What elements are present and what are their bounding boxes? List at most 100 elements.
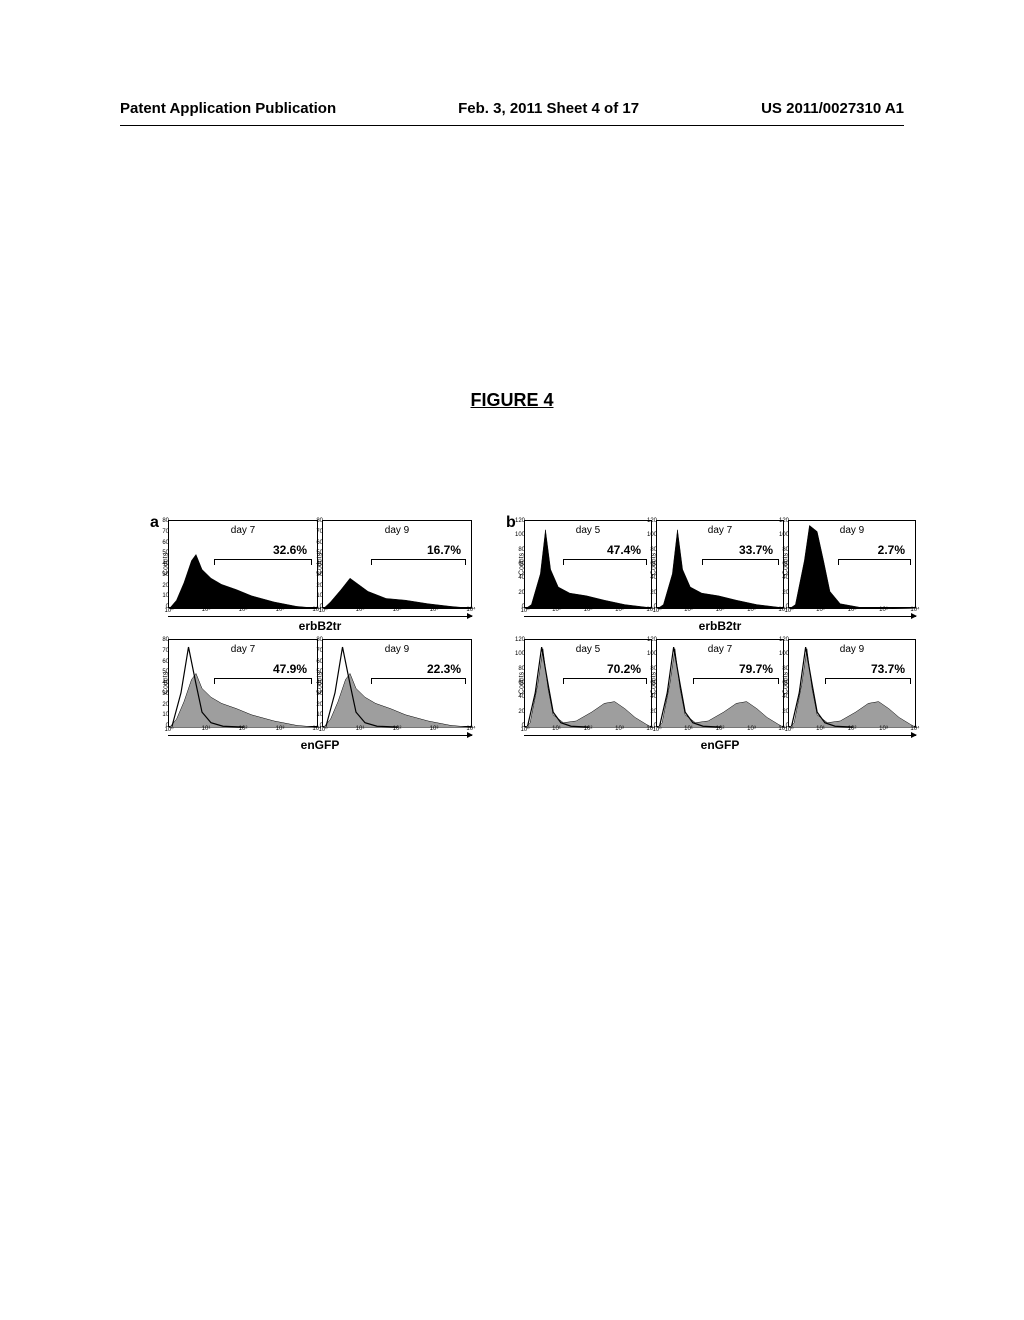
y-tick: 20 xyxy=(650,590,657,596)
header-right: US 2011/0027310 A1 xyxy=(761,100,904,117)
percent-label: 73.7% xyxy=(871,662,905,676)
x-tick: 10³ xyxy=(879,607,888,613)
y-ticks: 01020304050607080 xyxy=(315,640,323,726)
x-tick: 10³ xyxy=(276,726,285,732)
figure-area: aday 732.6%Counts0102030405060708010⁰10¹… xyxy=(150,520,964,752)
gate-bar xyxy=(214,678,312,683)
header-left: Patent Application Publication xyxy=(120,100,336,117)
gate-bar xyxy=(371,678,466,683)
percent-label: 79.7% xyxy=(739,662,773,676)
y-tick: 40 xyxy=(782,694,789,700)
y-ticks: 020406080100120 xyxy=(649,640,657,726)
gate-bar xyxy=(214,559,312,564)
x-tick: 10¹ xyxy=(684,607,693,613)
panel-row: day 747.9%Counts0102030405060708010⁰10¹1… xyxy=(150,639,472,727)
y-tick: 80 xyxy=(518,666,525,672)
y-tick: 60 xyxy=(518,680,525,686)
gate-bar xyxy=(693,678,779,683)
x-tick: 10² xyxy=(848,607,857,613)
y-tick: 50 xyxy=(316,669,323,675)
y-tick: 40 xyxy=(782,575,789,581)
x-tick: 10⁰ xyxy=(784,607,793,614)
y-tick: 100 xyxy=(779,651,789,657)
x-tick: 10² xyxy=(239,607,248,613)
y-ticks: 020406080100120 xyxy=(517,640,525,726)
gate-bar xyxy=(702,559,779,564)
x-tick: 10⁰ xyxy=(520,726,529,733)
histogram: day 570.2%Counts02040608010012010⁰10¹10²… xyxy=(524,639,652,727)
x-tick: 10² xyxy=(584,607,593,613)
y-tick: 40 xyxy=(518,694,525,700)
x-tick: 10² xyxy=(393,726,402,732)
x-tick: 10² xyxy=(848,726,857,732)
y-tick: 60 xyxy=(782,680,789,686)
y-tick: 10 xyxy=(316,712,323,718)
y-tick: 30 xyxy=(162,691,169,697)
page-header: Patent Application Publication Feb. 3, 2… xyxy=(0,100,1024,117)
histogram: day 973.7%Counts02040608010012010⁰10¹10²… xyxy=(788,639,916,727)
histogram: day 922.3%Counts0102030405060708010⁰10¹1… xyxy=(322,639,472,727)
x-tick: 10² xyxy=(393,607,402,613)
y-tick: 70 xyxy=(162,529,169,535)
x-tick: 10³ xyxy=(430,607,439,613)
x-tick: 10² xyxy=(716,726,725,732)
y-tick: 60 xyxy=(316,540,323,546)
x-tick: 10¹ xyxy=(552,726,561,732)
y-tick: 10 xyxy=(162,712,169,718)
y-tick: 80 xyxy=(518,547,525,553)
row-axis: erbB2tr xyxy=(168,616,472,633)
y-tick: 80 xyxy=(782,666,789,672)
row-axis-label: erbB2tr xyxy=(524,619,916,633)
gate-bar xyxy=(825,678,911,683)
y-tick: 40 xyxy=(650,694,657,700)
y-ticks: 01020304050607080 xyxy=(161,521,169,607)
histogram: day 547.4%Counts02040608010012010⁰10¹10²… xyxy=(524,520,652,608)
histogram: day 916.7%Counts0102030405060708010⁰10¹1… xyxy=(322,520,472,608)
x-tick: 10² xyxy=(239,726,248,732)
gate-bar xyxy=(563,559,646,564)
y-ticks: 01020304050607080 xyxy=(315,521,323,607)
row-axis-label: erbB2tr xyxy=(168,619,472,633)
y-tick: 20 xyxy=(162,702,169,708)
y-tick: 20 xyxy=(518,709,525,715)
day-label: day 9 xyxy=(840,644,864,655)
y-tick: 50 xyxy=(316,550,323,556)
row-axis-label: enGFP xyxy=(524,738,916,752)
y-tick: 80 xyxy=(162,637,169,643)
row-axis-arrow xyxy=(168,616,472,617)
y-tick: 100 xyxy=(515,651,525,657)
y-tick: 40 xyxy=(162,680,169,686)
row-axis: enGFP xyxy=(168,735,472,752)
x-tick: 10⁰ xyxy=(652,726,661,733)
x-tick: 10¹ xyxy=(356,726,365,732)
y-tick: 100 xyxy=(647,651,657,657)
y-tick: 120 xyxy=(647,637,657,643)
y-tick: 30 xyxy=(162,572,169,578)
y-ticks: 020406080100120 xyxy=(781,521,789,607)
row-axis-arrow xyxy=(524,616,916,617)
figure-title: FIGURE 4 xyxy=(0,390,1024,411)
panels-container: aday 732.6%Counts0102030405060708010⁰10¹… xyxy=(150,520,964,752)
x-tick: 10³ xyxy=(615,607,624,613)
panel-b: bday 547.4%Counts02040608010012010⁰10¹10… xyxy=(506,520,916,752)
x-tick: 10¹ xyxy=(202,607,211,613)
day-label: day 7 xyxy=(708,644,732,655)
row-axis-arrow xyxy=(524,735,916,736)
x-tick: 10¹ xyxy=(552,607,561,613)
y-tick: 100 xyxy=(779,532,789,538)
row-axis: erbB2tr xyxy=(524,616,916,633)
y-tick: 120 xyxy=(779,637,789,643)
day-label: day 9 xyxy=(385,525,409,536)
percent-label: 32.6% xyxy=(273,543,307,557)
y-tick: 80 xyxy=(650,547,657,553)
gate-bar xyxy=(371,559,466,564)
y-tick: 60 xyxy=(162,540,169,546)
x-tick: 10¹ xyxy=(202,726,211,732)
x-tick: 10³ xyxy=(747,607,756,613)
day-label: day 7 xyxy=(231,525,255,536)
y-ticks: 020406080100120 xyxy=(781,640,789,726)
y-tick: 40 xyxy=(650,575,657,581)
percent-label: 16.7% xyxy=(427,543,461,557)
row-axis-label: enGFP xyxy=(168,738,472,752)
y-ticks: 020406080100120 xyxy=(517,521,525,607)
